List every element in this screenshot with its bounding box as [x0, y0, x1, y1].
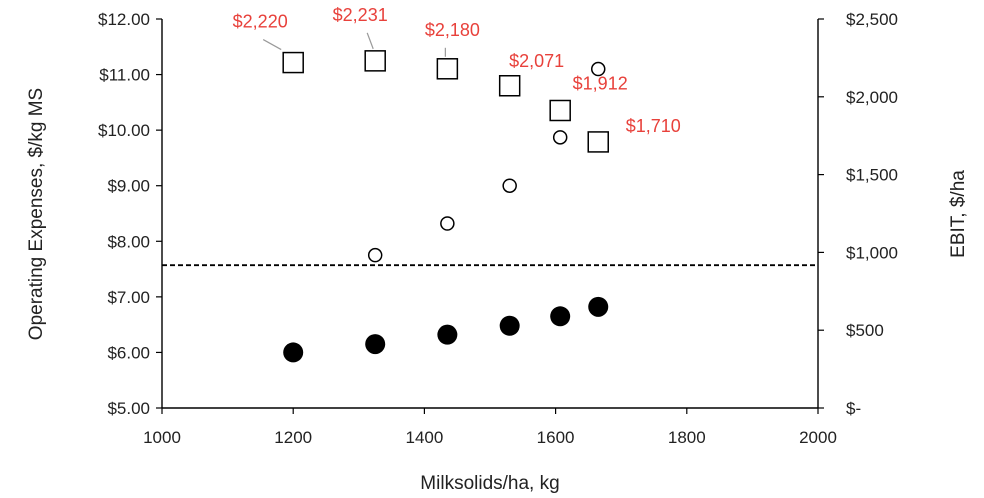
data-label: $1,912: [573, 73, 628, 93]
x-tick-label: 1000: [143, 428, 181, 447]
x-tick-label: 1400: [405, 428, 443, 447]
open-square-point: [587, 131, 609, 153]
y-left-tick-label: $10.00: [98, 121, 150, 140]
open-circle-point: [590, 61, 606, 77]
x-tick-label: 1800: [668, 428, 706, 447]
x-tick-label: 1600: [537, 428, 575, 447]
open-circle-point: [440, 216, 455, 231]
open-circle-point: [552, 130, 568, 145]
y-left-tick-label: $11.00: [99, 66, 150, 85]
y-axis-right-title: EBIT, $/ha: [948, 170, 969, 258]
y-right-tick-label: $2,500: [846, 10, 898, 29]
open-square-point: [364, 50, 386, 72]
y-left-tick-label: $9.00: [107, 177, 150, 196]
data-labels: $2,220 $2,231 $2,180 $2,071 $1,912 $1,710: [233, 5, 681, 136]
y-right-tick-label: $-: [846, 399, 861, 418]
open-circle-point: [367, 247, 383, 263]
filled-circle-point: [499, 315, 520, 336]
x-tick-label: 2000: [799, 428, 837, 447]
data-label: $2,231: [333, 5, 388, 25]
y-right-tick-label: $1,500: [846, 166, 898, 185]
open-circle-point: [502, 178, 517, 193]
axes: 1000 1200 1400 1600 1800 2000 $5.00 $6.00 $7.00 $…: [98, 10, 898, 447]
y-right-tick-label: $1,000: [846, 243, 898, 262]
open-square-point: [498, 75, 521, 97]
filled-circle-point: [437, 324, 458, 345]
data-label: $2,071: [509, 51, 564, 71]
open-square-point: [549, 99, 571, 122]
marks: [282, 50, 609, 363]
open-square-point: [282, 51, 304, 74]
label-leader-line: [366, 32, 374, 50]
x-tick-label: 1200: [274, 428, 312, 447]
y-right-tick-label: $2,000: [846, 88, 898, 107]
data-label: $2,220: [233, 12, 288, 32]
data-label: $2,180: [425, 20, 480, 40]
y-left-tick-label: $6.00: [107, 343, 150, 362]
filled-circle-point: [365, 334, 386, 355]
y-right-tick-label: $500: [846, 321, 884, 340]
label-leader-line: [262, 39, 282, 51]
y-left-tick-label: $7.00: [107, 288, 150, 307]
x-axis-title: Milksolids/ha, kg: [420, 473, 559, 494]
filled-circle-point: [283, 342, 304, 363]
y-left-tick-label: $12.00: [98, 10, 150, 29]
filled-circle-point: [550, 306, 571, 327]
data-label: $1,710: [626, 116, 681, 136]
y-left-tick-label: $5.00: [107, 399, 150, 418]
y-left-tick-label: $8.00: [107, 232, 150, 251]
y-axis-left-title: Operating Expenses, $/kg MS: [26, 88, 47, 340]
open-square-point: [436, 58, 459, 80]
filled-circle-point: [588, 296, 609, 317]
